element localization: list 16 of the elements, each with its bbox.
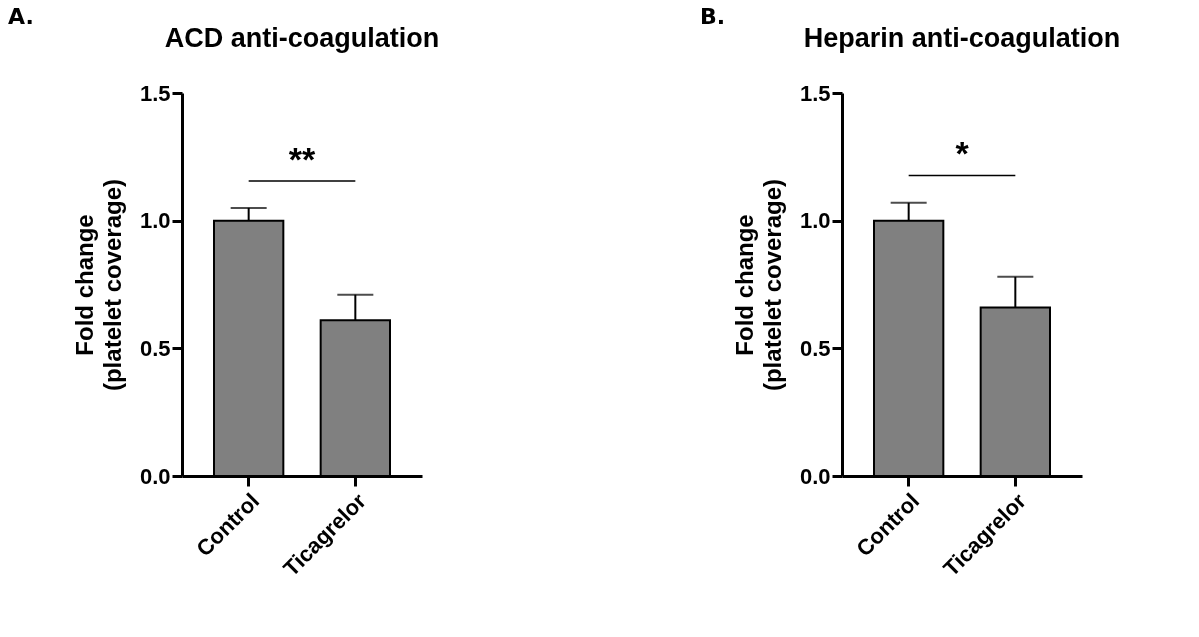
y-tick-label: 1.5 bbox=[139, 80, 171, 106]
y-tick-label: 1.5 bbox=[799, 80, 831, 106]
chart-title: Heparin anti-coagulation bbox=[803, 23, 1121, 53]
y-tick-label: 0.5 bbox=[799, 335, 831, 361]
y-tick-label: 1.0 bbox=[799, 208, 831, 234]
y-tick-label: 1.0 bbox=[139, 208, 171, 234]
annotation: * bbox=[955, 134, 970, 173]
y-tick-label: 0.0 bbox=[139, 463, 171, 489]
chart-title: ACD anti-coagulation bbox=[164, 23, 440, 53]
text: B. bbox=[700, 4, 726, 29]
y-tick-label: 0.5 bbox=[139, 335, 171, 361]
y-tick-label: 0.0 bbox=[799, 463, 831, 489]
text: A. bbox=[8, 4, 34, 29]
y-axis-title: Fold change (platelet coverage) bbox=[730, 178, 786, 392]
annotation: ** bbox=[288, 140, 316, 179]
y-axis-title: Fold change (platelet coverage) bbox=[70, 178, 126, 392]
